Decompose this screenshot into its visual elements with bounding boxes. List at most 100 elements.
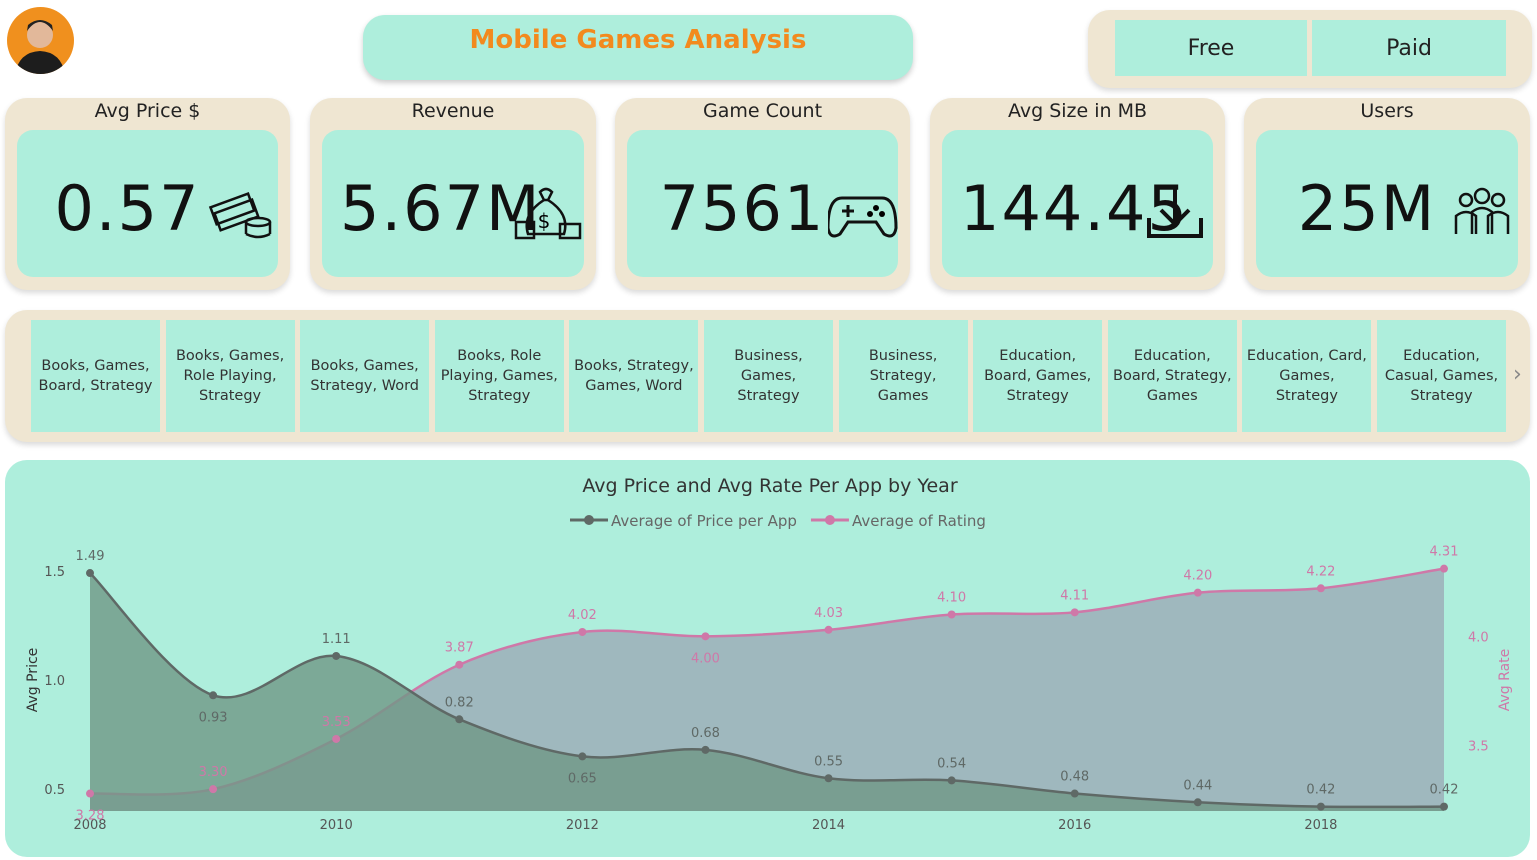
icon: $	[514, 187, 582, 240]
data-label: 0.65	[568, 771, 597, 786]
y-tick-label: 1.5	[44, 565, 65, 580]
data-label: 3.30	[199, 765, 228, 780]
y2-tick-label: 3.5	[1468, 740, 1489, 755]
legend-dot	[824, 515, 835, 525]
kpi-icon	[208, 178, 278, 242]
data-point	[1070, 789, 1079, 798]
y-axis-label: Avg Price	[25, 648, 41, 713]
data-point	[1440, 802, 1448, 811]
kpi-panel	[1256, 130, 1518, 277]
data-point	[209, 785, 218, 794]
genre-tile[interactable]: Education, Card, Games, Strategy	[1242, 320, 1372, 432]
data-point	[86, 569, 94, 578]
kpi-panel	[17, 130, 278, 277]
data-point	[947, 610, 956, 619]
kpi-label: Avg Size in MB	[1007, 100, 1148, 122]
data-label: 0.42	[1306, 783, 1335, 798]
icon	[1454, 187, 1510, 234]
dashboard-title: Mobile Games Analysis	[363, 15, 913, 80]
data-label: 0.82	[445, 695, 474, 710]
data-label: 1.49	[76, 549, 105, 564]
kpi-icon: $	[514, 178, 584, 242]
data-point	[86, 789, 94, 798]
icon	[826, 196, 898, 238]
data-label: 0.42	[1430, 783, 1459, 798]
genre-tile[interactable]: Books, Role Playing, Games, Strategy	[434, 320, 564, 432]
kpi-panel	[942, 130, 1213, 277]
legend-dot	[584, 515, 594, 525]
genre-tile[interactable]: Books, Games, Role Playing, Strategy	[165, 320, 295, 432]
data-point	[1316, 584, 1325, 593]
kpi-icon	[1448, 178, 1518, 242]
genre-tile[interactable]: Education, Board, Games, Strategy	[973, 320, 1103, 432]
data-point	[824, 774, 833, 783]
data-label: 0.44	[1183, 778, 1212, 793]
kpi-value: 5.67M	[340, 172, 542, 245]
data-point	[824, 625, 833, 634]
data-point	[332, 651, 341, 660]
chart-title: Avg Price and Avg Rate Per App by Year	[582, 475, 957, 497]
genre-tile[interactable]: Business, Games, Strategy	[704, 320, 833, 432]
scroll-arrow[interactable]: ›	[1513, 362, 1522, 387]
data-point	[1193, 798, 1202, 807]
data-label: 3.53	[322, 715, 351, 730]
x-tick-label: 2010	[320, 818, 353, 833]
kpi-label: Users	[1360, 100, 1414, 122]
data-label: 3.87	[445, 641, 474, 656]
avatar-icon	[15, 20, 65, 74]
x-tick-label: 2016	[1058, 818, 1091, 833]
series-area	[90, 573, 1444, 811]
legend-label: Average of Rating	[852, 512, 986, 530]
kpi-icon	[826, 178, 898, 242]
data-point	[578, 752, 587, 761]
data-label: 4.10	[937, 591, 966, 606]
genre-tile[interactable]: Education, Casual, Games, Strategy	[1377, 320, 1506, 432]
svg-text:$: $	[538, 209, 551, 233]
kpi-value: 0.57	[54, 172, 201, 245]
data-label: 0.55	[814, 754, 843, 769]
data-label: 4.31	[1430, 545, 1459, 560]
x-tick-label: 2008	[73, 818, 106, 833]
data-point	[455, 715, 464, 724]
data-label: 0.93	[199, 710, 228, 725]
kpi-label: Avg Price $	[94, 100, 201, 122]
data-label: 0.48	[1060, 770, 1089, 785]
genre-tile[interactable]: Education, Board, Strategy, Games	[1107, 320, 1237, 432]
y2-tick-label: 4.0	[1468, 630, 1489, 645]
data-label: 4.22	[1306, 564, 1335, 579]
data-label: 0.68	[691, 726, 720, 741]
icon	[208, 192, 272, 239]
kpi-value: 7561	[659, 172, 826, 245]
genre-tile[interactable]: Books, Strategy, Games, Word	[569, 320, 699, 432]
data-label: 4.00	[691, 651, 720, 666]
genre-tile[interactable]: Business, Strategy, Games	[838, 320, 968, 432]
data-point	[947, 776, 956, 785]
x-tick-label: 2012	[566, 818, 599, 833]
data-point	[1193, 588, 1202, 597]
data-point	[332, 734, 341, 743]
y2-axis-label: Avg Rate	[1497, 649, 1513, 711]
kpi-icon	[1143, 178, 1213, 242]
kpi-value: 25M	[1297, 172, 1437, 245]
genre-tile[interactable]: Books, Games, Board, Strategy	[31, 320, 160, 432]
x-tick-label: 2014	[812, 818, 845, 833]
data-label: 4.11	[1060, 588, 1089, 603]
y-tick-label: 0.5	[44, 783, 65, 798]
filter-button[interactable]: Paid	[1312, 20, 1506, 76]
data-label: 0.54	[937, 756, 966, 771]
data-point	[1440, 564, 1448, 573]
y-tick-label: 1.0	[44, 674, 65, 689]
data-point	[578, 627, 587, 636]
data-label: 3.28	[76, 809, 105, 824]
filter-button[interactable]: Free	[1115, 20, 1307, 76]
genre-tile[interactable]: Books, Games, Strategy, Word	[300, 320, 430, 432]
legend-label: Average of Price per App	[611, 512, 797, 530]
kpi-label: Revenue	[411, 100, 495, 122]
data-label: 4.03	[814, 606, 843, 621]
kpi-label: Game Count	[702, 100, 823, 122]
avatar	[7, 7, 74, 74]
x-tick-label: 2018	[1304, 818, 1337, 833]
data-point	[701, 632, 710, 641]
data-point	[1070, 608, 1079, 617]
